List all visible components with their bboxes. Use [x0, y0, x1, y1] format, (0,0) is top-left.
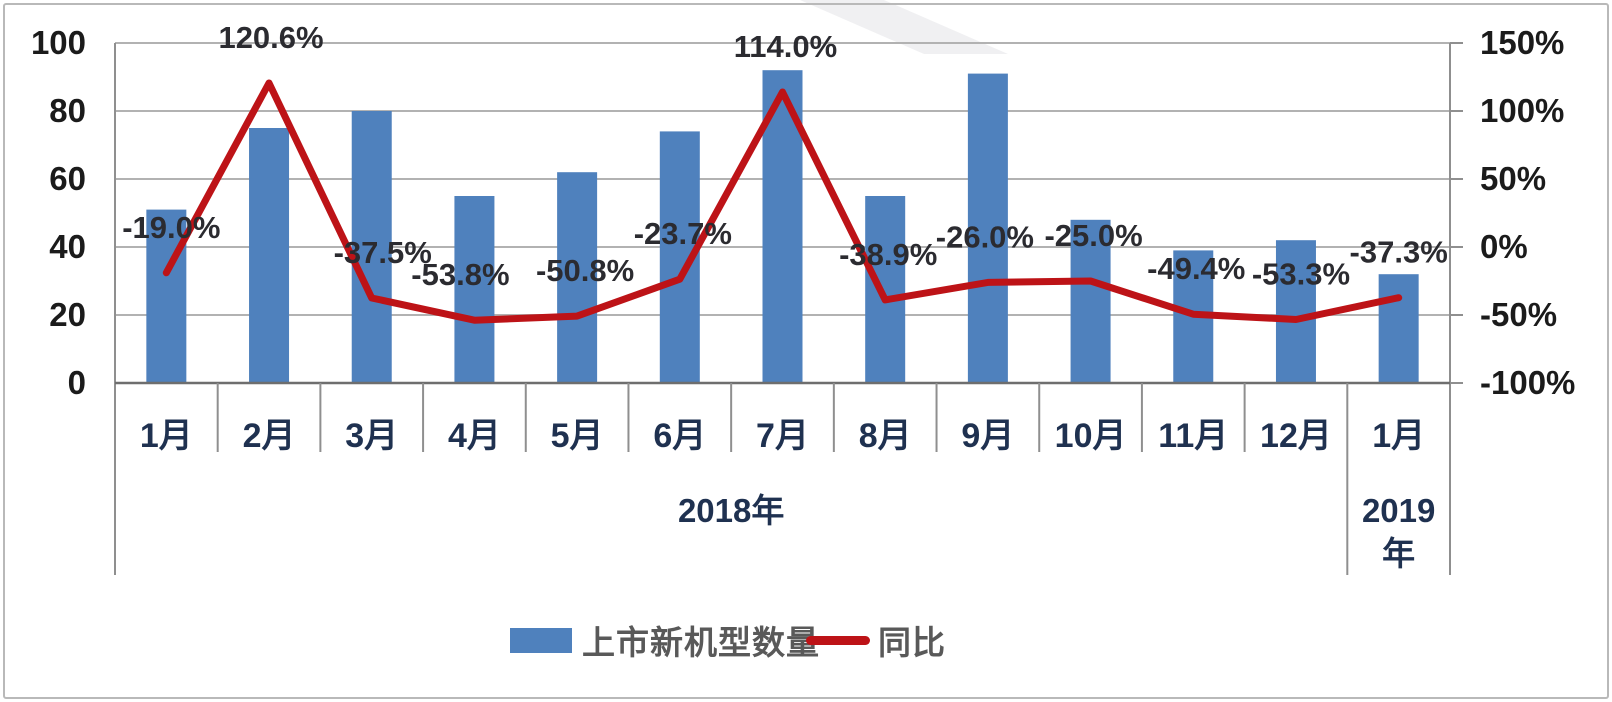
bar-8月-7: [865, 196, 906, 383]
year-group-label: 2019: [1362, 492, 1435, 529]
background-artifact-stripe: [800, 0, 1008, 54]
x-axis-label-10: 11月: [1158, 417, 1228, 455]
yoy-data-label-8: -26.0%: [936, 219, 1034, 254]
yoy-data-label-0: -19.0%: [122, 210, 220, 245]
bar-5月-4: [557, 172, 598, 383]
right-axis-tick-label: 100%: [1480, 92, 1564, 129]
year-group-label: 2018年: [678, 492, 784, 529]
bar-10月-9: [1070, 219, 1111, 383]
right-axis-tick-label: 150%: [1480, 24, 1564, 61]
right-axis-tick-label: 50%: [1480, 160, 1546, 197]
yoy-data-label-5: -23.7%: [634, 216, 732, 251]
x-axis-label-8: 9月: [961, 417, 1014, 455]
yoy-data-label-12: -37.3%: [1350, 235, 1448, 270]
left-axis-tick-label: 20: [49, 296, 86, 333]
yoy-data-label-1: 120.6%: [218, 20, 323, 55]
line-series-swatch-icon: [806, 635, 870, 645]
left-axis-tick-label: 80: [49, 92, 86, 129]
x-axis-label-5: 6月: [653, 417, 706, 455]
x-axis-label-6: 7月: [756, 417, 809, 455]
year-group-label: 年: [1382, 535, 1415, 572]
yoy-data-label-6: 114.0%: [734, 29, 837, 64]
x-axis-label-9: 10月: [1055, 417, 1127, 455]
legend-label-line-series: 同比: [878, 624, 946, 661]
bar-1月-0: [146, 209, 187, 383]
chart-legend: 上市新机型数量 同比: [0, 615, 1612, 665]
x-axis-label-11: 12月: [1260, 417, 1332, 455]
yoy-data-label-2: -37.5%: [334, 235, 432, 270]
legend-label-bar-series: 上市新机型数量: [582, 624, 820, 661]
bar-4月-3: [454, 196, 495, 383]
right-axis-tick-label: -50%: [1480, 296, 1557, 333]
yoy-data-label-7: -38.9%: [839, 237, 937, 272]
bar-9月-8: [967, 73, 1008, 383]
left-axis-tick-label: 60: [49, 160, 86, 197]
x-axis-label-3: 4月: [448, 417, 501, 455]
x-axis-label-1: 2月: [243, 417, 296, 455]
yoy-line: [162, 79, 1403, 324]
yoy-data-label-11: -53.3%: [1252, 256, 1350, 291]
right-axis-tick-label: 0%: [1480, 228, 1528, 265]
legend-item-bar-series: 上市新机型数量: [510, 615, 820, 665]
yoy-data-label-3: -53.8%: [411, 257, 509, 292]
bar-series-swatch-icon: [510, 627, 572, 653]
x-axis-label-4: 5月: [551, 417, 604, 455]
x-axis-label-0: 1月: [140, 417, 193, 455]
x-axis-label-2: 3月: [345, 417, 398, 455]
right-axis-tick-label: -100%: [1480, 364, 1575, 401]
x-axis-label-12: 1月: [1372, 417, 1425, 455]
left-axis-tick-label: 100: [31, 24, 86, 61]
bar-1月-12: [1378, 274, 1419, 383]
yoy-data-label-9: -25.0%: [1044, 218, 1142, 253]
bar-3月-2: [351, 111, 392, 383]
left-axis-tick-label: 0: [68, 364, 86, 401]
bar-2月-1: [249, 128, 290, 383]
bar-12月-11: [1275, 240, 1316, 383]
yoy-data-label-10: -49.4%: [1147, 251, 1245, 286]
yoy-data-label-4: -50.8%: [536, 253, 634, 288]
legend-item-line-series: 同比: [806, 615, 946, 665]
x-axis-label-7: 8月: [859, 417, 912, 455]
left-axis-tick-label: 40: [49, 228, 86, 265]
